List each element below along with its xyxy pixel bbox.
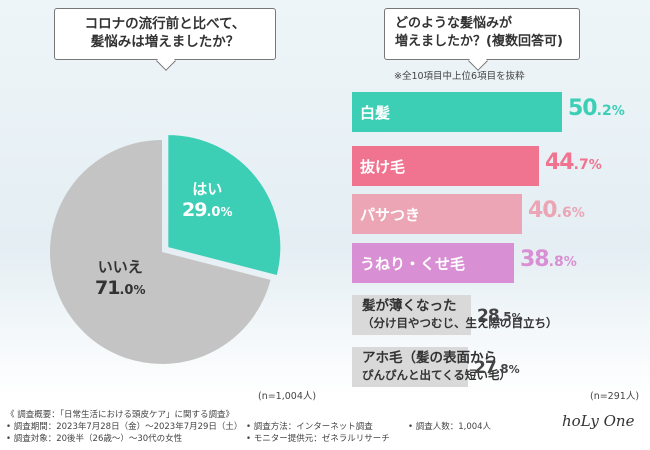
footer-overview: 《 調査概要：「日常生活における頭皮ケア」に関する調査》: [6, 410, 234, 420]
pie-slice-1: [50, 140, 271, 364]
bar-value-1: 44.7%: [545, 150, 602, 175]
pie-category-yes: はい: [192, 180, 223, 198]
pie-question-callout: コロナの流行前と比べて、 髪悩みは増えましたか？: [54, 8, 276, 71]
bar-1: 抜け毛: [352, 146, 539, 186]
bar-4: 髪が薄くなった （分け目やつむじ、生え際の目立ち）: [352, 295, 558, 335]
bar-value-4: 28.5%: [477, 306, 523, 326]
bar-question-callout: どのような髪悩みが 増えましたか？(複数回答可): [384, 8, 580, 71]
bar-question-line-2: 増えましたか？(複数回答可): [395, 34, 563, 49]
bar-value-0: 50.2%: [568, 96, 625, 121]
bar-5: アホ毛（髪の表面から ぴんぴんと出てくる短い毛）: [352, 347, 511, 387]
bar-question-line-1: どのような髪悩みが: [395, 16, 513, 31]
brand-logo: hoLy One: [562, 412, 635, 430]
bar-value-2: 40.6%: [528, 198, 585, 223]
pie-n-label: (n=1,004人): [258, 391, 317, 402]
pie-label-no: いいえ 71.0%: [95, 256, 145, 299]
bar-0: 白髪: [352, 92, 562, 132]
bar-value-5: 27.8%: [474, 358, 520, 378]
footer-target: • 調査対象：20後半（26歳～）～30代の女性: [6, 434, 183, 444]
pie-question-line-1: コロナの流行前と比べて、: [84, 16, 246, 32]
footer: 《 調査概要：「日常生活における頭皮ケア」に関する調査》 • 調査期間：2023…: [0, 404, 650, 450]
pie-question-line-2: 髪悩みは増えましたか？: [90, 34, 240, 50]
pie-value-yes: 29.0%: [182, 199, 233, 221]
bar-2: パサつき: [352, 194, 522, 234]
bar-3: うねり・くせ毛: [352, 243, 514, 283]
bar-value-3: 38.8%: [520, 247, 577, 272]
footer-method: • 調査方法：インターネット調査: [246, 422, 373, 432]
footer-monitor: • モニター提供元：ゼネラルリサーチ: [246, 434, 390, 444]
bar-note: ※全10項目中上位6項目を抜粋: [394, 71, 525, 82]
pie-label-yes: はい 29.0%: [182, 178, 232, 221]
pie-category-no: いいえ: [97, 258, 143, 276]
footer-count: • 調査人数：1,004人: [408, 422, 492, 432]
footer-period: • 調査期間：2023年7月28日（金）～2023年7月29日（土）: [6, 422, 243, 432]
pie-value-no: 71.0%: [95, 277, 146, 299]
bar-n-label: (n=291人): [590, 391, 640, 402]
